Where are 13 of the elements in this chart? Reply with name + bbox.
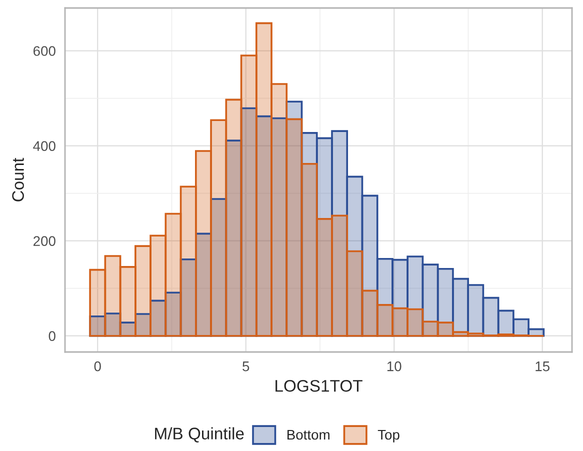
y-tick-label: 0 — [48, 331, 56, 342]
y-tick-label: 600 — [34, 46, 56, 56]
x-tick-label: 10 — [387, 361, 402, 372]
legend-title: M/B Quintile — [155, 427, 244, 442]
legend-label: Top — [378, 430, 400, 442]
x-tick-label: 0 — [94, 361, 101, 372]
x-axis-title: LOGS1TOT — [276, 380, 362, 392]
y-tick-label: 400 — [33, 141, 56, 151]
x-tick-label: 5 — [242, 362, 250, 372]
x-tick-label: 15 — [536, 362, 550, 372]
y-axis-title: Count — [12, 158, 24, 202]
legend-label: Bottom — [287, 430, 330, 440]
y-tick-label: 200 — [34, 236, 56, 246]
